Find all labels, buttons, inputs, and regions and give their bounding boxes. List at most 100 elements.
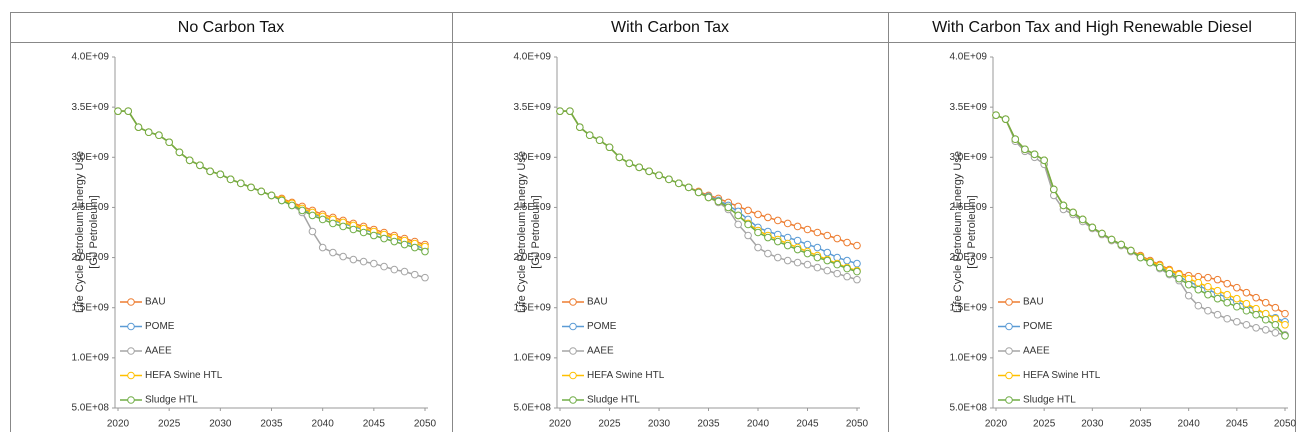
y-tick-label: 3.0E+09 [949,152,987,163]
point-marker [853,275,861,284]
point-marker [803,249,812,258]
legend-label: BAU [1023,297,1044,308]
point-marker [853,259,861,268]
point-marker [257,187,266,196]
figure-border [10,12,1296,432]
series-line [995,114,1286,315]
point-marker [576,123,584,131]
point-marker [684,183,693,192]
legend-marker [1005,396,1013,404]
point-marker [694,188,703,197]
point-marker [823,248,832,257]
y-axis-label: Life Cycle Petroleum Energy Use [74,151,86,313]
legend-marker [127,298,135,306]
point-marker [1242,299,1251,308]
point-marker [843,272,851,281]
point-marker [813,263,822,272]
point-marker [992,111,1000,119]
point-marker [267,191,276,200]
y-tick-label: 4.0E+09 [513,52,551,63]
y-tick-label: 5.0E+08 [71,403,109,414]
point-marker [1204,282,1212,291]
x-tick-label: 2035 [260,419,283,430]
point-marker [1069,208,1077,217]
legend-marker [1005,322,1013,331]
point-marker [754,243,762,252]
x-tick-label: 2020 [549,419,572,430]
point-marker [813,243,822,252]
point-marker [1155,263,1164,272]
x-tick-label: 2030 [209,419,232,430]
x-tick-label: 2030 [1081,419,1104,430]
point-marker [1261,315,1270,324]
point-marker [1271,328,1280,337]
point-marker [1175,274,1183,283]
point-marker [783,241,792,250]
point-marker [421,247,429,256]
point-marker [370,259,378,268]
point-marker [843,256,851,265]
point-marker [226,175,235,184]
point-marker [400,267,409,276]
point-marker [1136,253,1145,262]
legend-marker [569,396,577,404]
point-marker [724,203,733,212]
y-tick-label: 1.0E+09 [71,352,109,363]
point-marker [704,193,713,202]
y-tick-label: 3.5E+09 [513,102,551,113]
point-marker [144,128,153,137]
point-marker [803,225,812,234]
y-tick-label: 2.0E+09 [513,252,551,263]
point-marker [410,270,419,279]
point-marker [833,260,842,269]
point-marker [1233,302,1241,311]
y-tick-label: 1.0E+09 [513,352,551,363]
point-marker [1184,291,1193,300]
point-marker [1194,285,1203,294]
point-marker [1040,156,1048,165]
legend-label: AAEE [1023,346,1050,357]
point-marker [1252,310,1260,319]
point-marker [615,153,624,162]
point-marker [783,219,792,228]
y-tick-label: 1.0E+09 [949,352,987,363]
point-marker [764,233,772,242]
legend-marker [569,298,577,306]
x-tick-label: 2045 [363,419,386,430]
point-marker [556,107,564,115]
point-marker [1252,323,1260,332]
point-marker [216,170,225,179]
point-marker [1098,229,1106,238]
y-axis-label: [GJ Petroleum] [530,195,542,268]
point-marker [1242,320,1251,329]
legend-label: POME [587,321,617,332]
x-tick-label: 2045 [1226,419,1249,430]
point-marker [1213,294,1222,303]
panel-title: With Carbon Tax [611,19,729,36]
point-marker [754,228,762,237]
point-marker [349,255,358,264]
point-marker [247,183,255,192]
legend-marker [127,347,135,355]
point-marker [605,143,614,152]
y-axis-label: [GJ Petroleum] [88,195,100,268]
point-marker [1233,294,1241,303]
y-tick-label: 1.5E+09 [71,302,109,313]
point-marker [298,206,307,215]
point-marker [655,171,663,180]
point-marker [318,243,327,252]
y-tick-label: 3.5E+09 [71,102,109,113]
legend-label: AAEE [587,346,614,357]
y-tick-label: 4.0E+09 [71,52,109,63]
point-marker [843,264,851,273]
series-line [118,110,426,250]
legend-label: BAU [587,297,608,308]
point-marker [1261,325,1270,334]
point-marker [277,196,286,205]
legend-marker [127,396,135,404]
legend-marker [569,371,577,380]
series-line [560,110,858,273]
point-marker [585,131,594,140]
point-marker [1281,331,1289,340]
series-line [560,110,858,247]
